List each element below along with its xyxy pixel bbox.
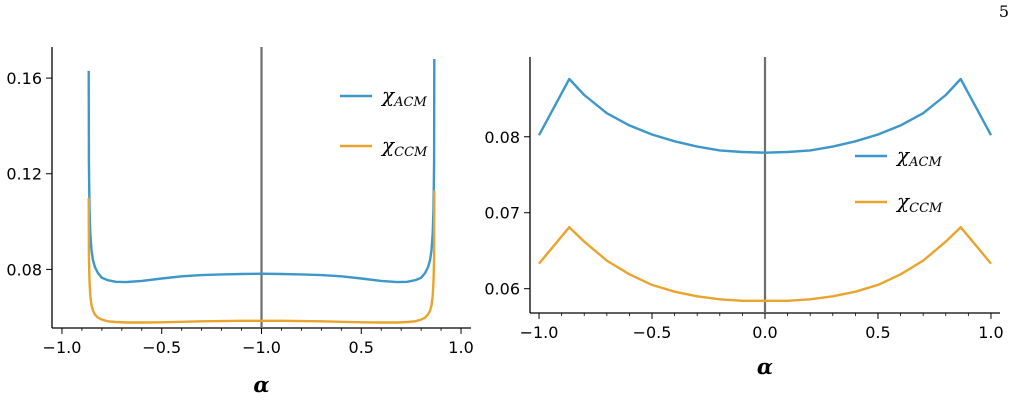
x-tick-label: −0.5 xyxy=(142,338,181,357)
y-tick-label: 0.12 xyxy=(6,165,42,184)
y-tick-label: 0.16 xyxy=(6,69,42,88)
legend-symbol: χ xyxy=(895,189,911,213)
y-tick-label: 0.06 xyxy=(484,280,520,299)
x-tick-label: 1.0 xyxy=(978,323,1003,342)
x-axis-title: α xyxy=(757,354,773,379)
x-tick-label: 0.5 xyxy=(865,323,890,342)
legend-subscript: ACM xyxy=(393,95,427,110)
legend-label: χCCM xyxy=(895,189,943,216)
series-line-acm xyxy=(87,58,436,284)
x-axis-title: α xyxy=(253,372,269,397)
series-line-ccm xyxy=(538,225,992,302)
legend-subscript: ACM xyxy=(908,155,942,170)
legend-label: χACM xyxy=(380,83,427,110)
x-tick-label: 0.5 xyxy=(349,338,374,357)
y-tick-label: 0.08 xyxy=(484,128,520,147)
legend-symbol: χ xyxy=(380,133,396,157)
y-tick-label: 0.07 xyxy=(484,204,520,223)
legend-subscript: CCM xyxy=(394,145,428,160)
page-number: 5 xyxy=(998,2,1009,21)
legend-symbol: χ xyxy=(895,143,911,167)
series-line-ccm xyxy=(87,190,436,324)
x-tick-label: 0.0 xyxy=(752,323,777,342)
legend-label: χCCM xyxy=(380,133,428,160)
x-tick-label: −0.5 xyxy=(633,323,672,342)
series-line-acm xyxy=(537,77,993,154)
x-tick-label: −1.0 xyxy=(43,338,82,357)
legend-symbol: χ xyxy=(380,83,396,107)
legend-subscript: CCM xyxy=(909,201,943,216)
legend-label: χACM xyxy=(895,143,942,170)
y-tick-label: 0.08 xyxy=(6,260,42,279)
x-tick-label: 1.0 xyxy=(448,338,473,357)
x-tick-label: −1.0 xyxy=(520,323,559,342)
x-tick-label: −1.0 xyxy=(242,338,281,357)
